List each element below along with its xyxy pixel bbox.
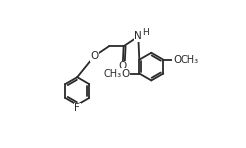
- Text: H: H: [142, 28, 149, 37]
- Text: O: O: [90, 51, 98, 61]
- Text: CH₃: CH₃: [104, 69, 122, 79]
- Text: O: O: [173, 55, 181, 65]
- Text: O: O: [121, 69, 130, 79]
- Text: N: N: [134, 32, 142, 41]
- Text: CH₃: CH₃: [181, 55, 199, 65]
- Text: O: O: [119, 61, 127, 71]
- Text: F: F: [74, 103, 80, 113]
